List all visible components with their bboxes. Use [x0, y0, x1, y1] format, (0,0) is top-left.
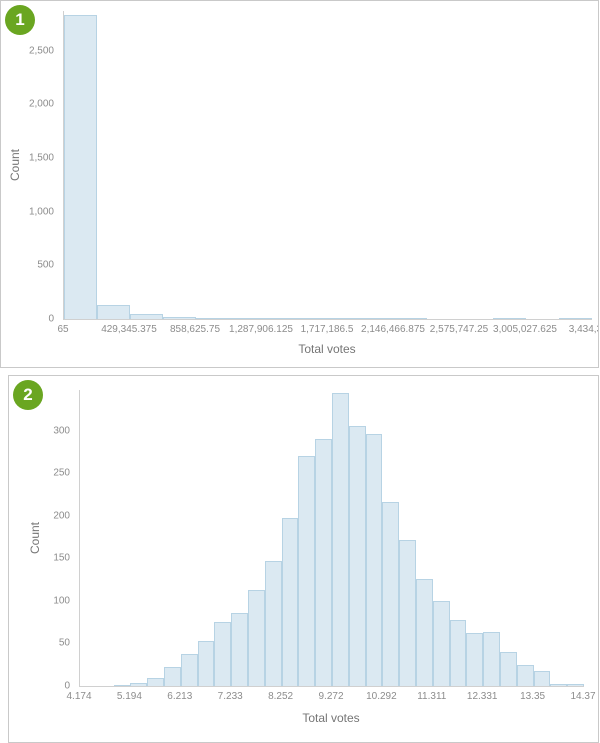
step-1-badge: 1	[5, 5, 35, 35]
histogram-bar	[298, 456, 316, 686]
x-tick-label: 13.35	[520, 691, 546, 702]
y-tick-label: 200	[53, 510, 70, 522]
y-tick-label: 2,000	[28, 98, 54, 110]
y-tick-label: 1,000	[28, 206, 54, 218]
histogram-bar	[432, 600, 450, 686]
y-tick-label: 150	[53, 552, 70, 564]
histogram-bar	[113, 685, 131, 686]
step-2-badge: 2	[13, 380, 43, 410]
x-tick-label: 12.331	[466, 691, 498, 702]
x-tick-label: 858,625.75	[169, 324, 221, 335]
histogram-bar	[130, 314, 163, 319]
y-tick-label: 2,500	[28, 45, 54, 57]
histogram-bar	[559, 318, 592, 319]
histogram-bar	[147, 678, 164, 686]
y-tick-label: 0	[64, 680, 70, 692]
x-tick-label: 8.252	[268, 691, 294, 702]
histogram-bar	[196, 318, 229, 319]
histogram-bar	[348, 425, 366, 686]
y-tick-label: 300	[53, 425, 70, 437]
x-tick-label: 10.292	[366, 691, 397, 702]
histogram-bar	[247, 589, 265, 686]
histogram-bar	[328, 318, 361, 319]
x-tick-label: 14.37	[570, 691, 596, 702]
histogram-bar	[516, 664, 534, 686]
histogram-bar	[229, 318, 262, 319]
y-tick-label: 500	[37, 259, 54, 271]
x-tick-label: 1,287,906.125	[229, 324, 293, 335]
histogram-bar	[97, 304, 130, 319]
x-axis-title: Total votes	[298, 342, 356, 356]
plot-area	[79, 390, 584, 687]
histogram-bar	[483, 631, 500, 686]
y-tick-label: 100	[53, 595, 70, 607]
x-tick-label: 9.272	[318, 691, 344, 702]
histogram-bar	[64, 15, 97, 319]
x-tick-label: 6.213	[167, 691, 193, 702]
x-tick-label: 3,434,308	[568, 324, 598, 335]
histogram-bar	[315, 439, 332, 686]
histogram-bar	[394, 318, 427, 319]
histogram-bar	[550, 684, 568, 686]
histogram-bar	[361, 318, 394, 319]
histogram-bar	[163, 667, 181, 686]
y-tick-label: 1,500	[28, 152, 54, 164]
histogram-bar	[281, 518, 299, 686]
x-tick-label: 2,146,466.875	[361, 324, 425, 335]
histogram-bar	[197, 640, 215, 686]
x-tick-label: 1,717,186.5	[300, 324, 354, 335]
histogram-bar	[533, 670, 551, 686]
y-axis-tick-labels: 0 50 100 150 200 250 300	[9, 390, 75, 691]
histogram-bar	[331, 392, 349, 686]
histogram-bars	[64, 11, 592, 319]
x-axis-tick-labels: 4.174 5.194 6.213 7.233 8.252 9.272 10.292 11.3…	[66, 691, 595, 705]
plot-area	[63, 11, 592, 320]
y-tick-label: 0	[48, 313, 54, 325]
x-tick-label: 2,575,747.25	[429, 324, 489, 335]
x-tick-label: 65	[57, 324, 69, 335]
histogram-panel-1: 1 Count 0 500 1,000 1,500 2,000 2,500 65 429,3…	[0, 0, 599, 368]
histogram-bar	[493, 318, 526, 319]
histogram-bar	[449, 619, 467, 686]
histogram-bar	[382, 502, 400, 686]
x-tick-label: 3,005,027.625	[493, 324, 557, 335]
x-tick-label: 429,345.375	[101, 324, 157, 335]
x-tick-label: 7.233	[217, 691, 243, 702]
histogram-bar	[365, 434, 383, 686]
y-tick-label: 50	[58, 637, 70, 649]
x-axis-title: Total votes	[302, 711, 360, 725]
histogram-bar	[214, 622, 232, 686]
histogram-panel-2: 2 Count 0 50 100 150 200 250 300 4.174 5.194 6.2…	[8, 375, 599, 743]
histogram-bar	[262, 318, 295, 319]
histogram-bar	[180, 653, 198, 686]
histogram-bar	[295, 318, 328, 319]
x-axis-tick-labels: 65 429,345.375 858,625.75 1,287,906.125 1,71…	[57, 324, 598, 338]
y-axis-tick-labels: 0 500 1,000 1,500 2,000 2,500	[1, 11, 59, 324]
histogram-bars	[80, 390, 584, 686]
histogram-bar	[499, 651, 517, 686]
histogram-bar	[163, 316, 196, 319]
histogram-bar	[567, 684, 584, 686]
histogram-bar	[415, 578, 433, 686]
histogram-bar	[130, 683, 148, 686]
x-tick-label: 5.194	[116, 691, 142, 702]
y-tick-label: 250	[53, 467, 70, 479]
histogram-bar	[264, 560, 282, 686]
histogram-bar	[399, 539, 416, 686]
x-tick-label: 11.311	[417, 691, 447, 702]
histogram-bar	[231, 612, 248, 686]
x-tick-label: 4.174	[66, 691, 92, 702]
histogram-bar	[466, 633, 484, 686]
